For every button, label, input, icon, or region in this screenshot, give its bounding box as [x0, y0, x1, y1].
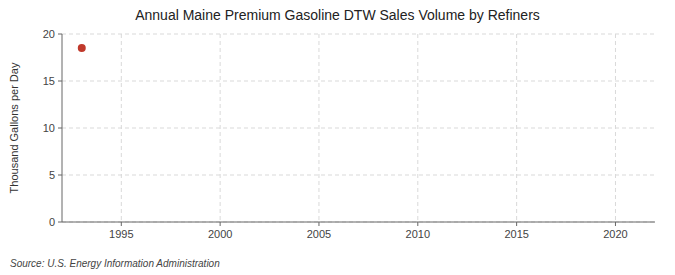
grid-line-y [62, 81, 655, 82]
y-tick [58, 222, 62, 223]
grid-line-x [615, 34, 616, 222]
y-tick-label: 5 [49, 169, 55, 181]
x-tick-label: 2015 [504, 228, 528, 240]
y-tick [58, 34, 62, 35]
points [78, 44, 86, 52]
grid-line-x [516, 34, 517, 222]
x-tick [615, 222, 616, 226]
y-tick [58, 128, 62, 129]
grid-line-y [62, 175, 655, 176]
grid-line-y [62, 222, 655, 223]
y-axis-label: Thousand Gallons per Day [8, 62, 20, 193]
x-tick [318, 222, 319, 226]
chart-container: 1995 2000 2005 2010 2015 2020 0 5 10 15 20 Thousand… [0, 0, 675, 275]
y-tick-label: 10 [43, 122, 55, 134]
y-tick [58, 81, 62, 82]
x-tick-label: 2020 [603, 228, 627, 240]
grid-line-x [417, 34, 418, 222]
grid-line-x [220, 34, 221, 222]
grid [62, 34, 655, 222]
y-tick [58, 175, 62, 176]
grid-line-x [318, 34, 319, 222]
x-tick [121, 222, 122, 226]
grid-line-x [121, 34, 122, 222]
y-tick-label: 20 [43, 28, 55, 40]
x-tick [516, 222, 517, 226]
source-note: Source: U.S. Energy Information Administ… [10, 258, 220, 269]
x-tick-label: 2005 [307, 228, 331, 240]
y-tick-label: 15 [43, 75, 55, 87]
title: Annual Maine Premium Gasoline DTW Sales … [135, 7, 540, 23]
y-tick-label: 0 [49, 216, 55, 228]
x-tick-label: 2010 [406, 228, 430, 240]
x-tick [417, 222, 418, 226]
grid-line-y [62, 34, 655, 35]
grid-line-y [62, 128, 655, 129]
x-tick-label: 2000 [208, 228, 232, 240]
point [78, 44, 86, 52]
axes: 1995 2000 2005 2010 2015 2020 0 5 10 15 20 [43, 28, 655, 240]
x-axis-line [62, 222, 655, 223]
x-tick [220, 222, 221, 226]
x-tick-label: 1995 [109, 228, 133, 240]
chart: 1995 2000 2005 2010 2015 2020 0 5 10 15 20 Thousand… [0, 0, 675, 275]
